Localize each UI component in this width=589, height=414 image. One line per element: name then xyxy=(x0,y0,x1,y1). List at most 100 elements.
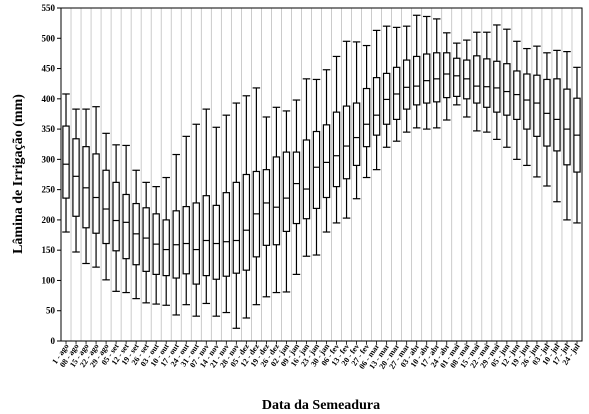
y-tick-label: 450 xyxy=(42,64,56,74)
iqr-box xyxy=(192,202,200,285)
box-25 xyxy=(302,78,311,257)
iqr-box xyxy=(242,173,251,271)
iqr-box xyxy=(282,151,291,233)
iqr-box xyxy=(513,70,521,121)
iqr-box xyxy=(102,169,110,245)
y-tick-label: 50 xyxy=(46,306,56,316)
iqr-box xyxy=(302,139,311,220)
iqr-box xyxy=(212,204,221,280)
x-axis-title: Data da Semeadura xyxy=(262,398,380,413)
iqr-box xyxy=(92,153,100,234)
iqr-box xyxy=(122,193,130,260)
box-16 xyxy=(212,126,221,317)
box-18 xyxy=(232,102,241,329)
iqr-box xyxy=(433,52,441,103)
box-50 xyxy=(553,49,561,203)
iqr-box xyxy=(222,192,231,277)
iqr-box xyxy=(463,59,471,100)
iqr-box xyxy=(352,102,361,167)
iqr-box xyxy=(563,88,571,166)
iqr-box xyxy=(453,57,461,97)
box-1 xyxy=(62,93,70,233)
iqr-box xyxy=(72,138,80,217)
box-3 xyxy=(82,108,90,265)
iqr-box xyxy=(112,181,120,252)
box-23 xyxy=(282,110,291,293)
y-tick-label: 250 xyxy=(42,185,56,195)
iqr-box xyxy=(362,87,371,148)
y-tick-label: 100 xyxy=(42,275,56,285)
box-21 xyxy=(262,116,271,298)
y-axis-ticks: 0 50 100 150 200 250 300 350 400 450 500 550 xyxy=(42,3,61,346)
box-9 xyxy=(142,181,150,304)
iqr-box xyxy=(422,53,431,104)
iqr-box xyxy=(443,52,451,99)
box-24 xyxy=(292,99,301,275)
iqr-box xyxy=(503,63,511,116)
box-31 xyxy=(362,44,371,179)
box-37 xyxy=(422,15,431,130)
box-46 xyxy=(513,40,521,160)
box-series xyxy=(62,14,581,329)
y-tick-label: 300 xyxy=(42,154,56,164)
box-38 xyxy=(432,18,441,129)
box-14 xyxy=(192,123,201,317)
vertical-gridlines xyxy=(70,8,573,341)
iqr-box xyxy=(553,78,561,152)
iqr-box xyxy=(382,72,391,125)
box-40 xyxy=(453,42,461,106)
iqr-box xyxy=(342,105,351,180)
iqr-box xyxy=(332,111,341,188)
iqr-box xyxy=(402,59,411,110)
iqr-box xyxy=(232,181,241,274)
y-tick-label: 150 xyxy=(42,245,56,255)
iqr-box xyxy=(162,219,170,277)
box-41 xyxy=(463,39,471,118)
box-20 xyxy=(252,87,261,306)
box-42 xyxy=(473,31,481,132)
y-tick-label: 400 xyxy=(42,94,56,104)
iqr-box xyxy=(523,73,531,130)
box-44 xyxy=(493,24,501,140)
y-tick-label: 500 xyxy=(42,33,56,43)
iqr-box xyxy=(493,60,501,113)
iqr-box xyxy=(473,55,481,104)
box-32 xyxy=(372,29,381,171)
box-33 xyxy=(382,25,391,148)
plot-frame xyxy=(60,7,583,342)
iqr-box xyxy=(483,58,491,108)
iqr-box xyxy=(543,78,551,147)
box-15 xyxy=(202,108,211,305)
iqr-box xyxy=(312,130,321,210)
box-29 xyxy=(342,40,351,219)
box-52 xyxy=(573,66,581,224)
box-45 xyxy=(503,28,511,148)
iqr-box xyxy=(82,146,90,229)
box-28 xyxy=(332,55,341,224)
box-19 xyxy=(242,95,251,319)
box-30 xyxy=(352,41,361,200)
box-4 xyxy=(92,106,100,268)
iqr-box xyxy=(322,124,331,199)
iqr-box xyxy=(372,77,381,136)
box-35 xyxy=(402,25,411,133)
box-5 xyxy=(102,132,110,281)
box-11 xyxy=(162,176,170,306)
box-26 xyxy=(312,78,321,256)
box-51 xyxy=(563,50,571,221)
box-22 xyxy=(272,106,281,294)
box-8 xyxy=(132,169,140,300)
box-48 xyxy=(533,45,541,178)
iqr-box xyxy=(292,151,301,225)
y-tick-label: 0 xyxy=(51,336,56,346)
iqr-box xyxy=(412,55,421,106)
iqr-box xyxy=(533,74,541,137)
box-6 xyxy=(112,144,120,292)
y-tick-label: 350 xyxy=(42,124,56,134)
box-7 xyxy=(122,144,130,294)
iqr-box xyxy=(272,156,281,246)
iqr-box xyxy=(62,125,70,199)
box-49 xyxy=(543,52,551,187)
box-47 xyxy=(523,47,531,167)
